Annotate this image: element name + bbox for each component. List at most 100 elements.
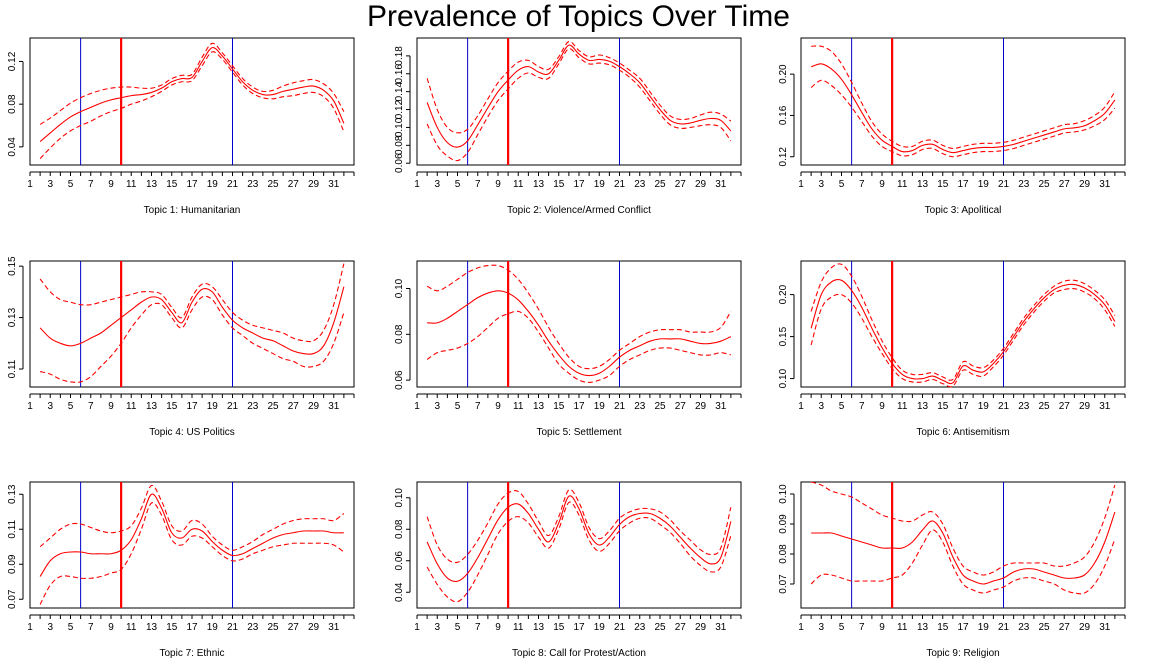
x-tick-label: 11 (513, 179, 524, 190)
x-tick-label: 13 (533, 179, 545, 190)
x-tick-label: 23 (247, 401, 259, 412)
x-tick-label: 25 (654, 401, 666, 412)
x-tick-label: 5 (839, 401, 845, 412)
x-tick-label: 23 (1018, 179, 1030, 190)
x-tick-label: 11 (126, 179, 137, 190)
y-tick-label: 0.16 (394, 64, 405, 84)
x-tick-label: 27 (675, 401, 687, 412)
y-tick-label: 0.06 (394, 370, 405, 390)
x-tick-label: 11 (513, 622, 524, 633)
series-lower-line (426, 310, 732, 383)
x-tick-label: 3 (434, 622, 440, 633)
x-tick-label: 7 (475, 179, 481, 190)
x-tick-label: 9 (879, 622, 885, 633)
x-tick-label: 23 (247, 179, 259, 190)
x-tick-label: 13 (146, 622, 158, 633)
x-tick-label: 9 (108, 622, 114, 633)
plot-frame (29, 481, 355, 609)
x-tick-label: 13 (146, 401, 158, 412)
x-tick-label: 17 (573, 622, 585, 633)
x-tick-label: 31 (715, 401, 727, 412)
x-tick-label: 27 (675, 622, 687, 633)
x-tick-label: 13 (917, 401, 929, 412)
series-lower-line (39, 502, 345, 605)
x-tick-label: 25 (267, 622, 279, 633)
y-tick-label: 0.20 (778, 284, 789, 304)
x-axis-label: Topic 4: US Politics (149, 427, 235, 438)
topic-panel-5: 1 3 5 7 9 11 13 15 17 19 21 23 25 27 29 310.060.080.10T… (394, 260, 742, 438)
x-tick-label: 3 (47, 179, 53, 190)
y-tick-label: 0.09 (7, 554, 18, 574)
series-mean-line (426, 495, 732, 583)
series-lower-line (810, 288, 1116, 388)
x-tick-label: 31 (1099, 179, 1111, 190)
x-tick-label: 5 (455, 622, 461, 633)
x-tick-label: 19 (978, 179, 990, 190)
x-tick-label: 9 (879, 401, 885, 412)
plot-frame (800, 37, 1126, 166)
series-mean-line (39, 47, 345, 142)
x-tick-label: 11 (126, 622, 137, 633)
x-axis-label: Topic 6: Antisemitism (916, 427, 1009, 438)
topic-panel-9: 1 3 5 7 9 11 13 15 17 19 21 23 25 27 29 310.070.080.090… (778, 481, 1126, 659)
x-tick-label: 31 (328, 179, 340, 190)
x-tick-label: 21 (227, 622, 239, 633)
x-tick-label: 21 (227, 179, 239, 190)
series-mean-line (810, 63, 1116, 154)
x-tick-label: 9 (108, 179, 114, 190)
series-upper-line (426, 488, 732, 564)
x-tick-label: 17 (186, 179, 198, 190)
x-tick-label: 1 (798, 622, 804, 633)
x-tick-label: 9 (495, 622, 501, 633)
x-axis-label: Topic 7: Ethnic (159, 648, 224, 659)
x-tick-label: 27 (288, 622, 300, 633)
y-tick-label: 0.13 (7, 307, 18, 327)
x-tick-label: 1 (27, 179, 33, 190)
topic-panel-6: 1 3 5 7 9 11 13 15 17 19 21 23 25 27 29 310.100.150.20T… (778, 260, 1126, 438)
x-tick-label: 21 (998, 622, 1010, 633)
x-tick-label: 7 (859, 401, 865, 412)
x-tick-label: 21 (614, 179, 626, 190)
series-mean-line (39, 286, 345, 355)
x-tick-label: 5 (839, 179, 845, 190)
x-tick-label: 1 (798, 179, 804, 190)
x-tick-label: 7 (859, 622, 865, 633)
plot-frame (29, 37, 355, 166)
y-tick-label: 0.11 (7, 359, 18, 378)
x-tick-label: 13 (917, 622, 929, 633)
x-tick-label: 25 (654, 179, 666, 190)
series-mean-line (427, 290, 732, 377)
x-tick-label: 11 (897, 401, 908, 412)
x-tick-label: 27 (675, 179, 687, 190)
x-axis-label: Topic 3: Apolitical (925, 205, 1002, 216)
x-tick-label: 1 (414, 179, 420, 190)
x-tick-label: 1 (798, 401, 804, 412)
plot-frame (29, 260, 355, 388)
x-tick-label: 31 (328, 622, 340, 633)
x-tick-label: 19 (594, 622, 606, 633)
series-mean-line (811, 511, 1116, 585)
x-tick-label: 9 (495, 179, 501, 190)
y-tick-label: 0.10 (778, 368, 789, 388)
series-upper-line (426, 41, 732, 134)
topic-panel-1: 1 3 5 7 9 11 13 15 17 19 21 23 25 27 29 310.040.080.12T… (7, 37, 355, 216)
x-tick-label: 15 (553, 401, 565, 412)
x-tick-label: 25 (1038, 401, 1050, 412)
y-tick-label: 0.14 (394, 81, 405, 101)
x-tick-label: 9 (108, 401, 114, 412)
y-tick-label: 0.04 (7, 137, 18, 157)
y-tick-label: 0.10 (394, 117, 405, 137)
topic-panel-3: 1 3 5 7 9 11 13 15 17 19 21 23 25 27 29 310.120.160.20T… (778, 37, 1126, 216)
x-tick-label: 27 (288, 401, 300, 412)
x-tick-label: 25 (267, 179, 279, 190)
series-lower-line (810, 529, 1116, 595)
x-tick-label: 15 (937, 179, 949, 190)
series-upper-line (39, 484, 345, 551)
x-tick-label: 17 (186, 622, 198, 633)
x-tick-label: 23 (634, 179, 646, 190)
x-tick-label: 27 (1059, 401, 1071, 412)
x-tick-label: 29 (308, 622, 320, 633)
series-upper-line (426, 264, 732, 370)
x-tick-label: 7 (88, 622, 94, 633)
